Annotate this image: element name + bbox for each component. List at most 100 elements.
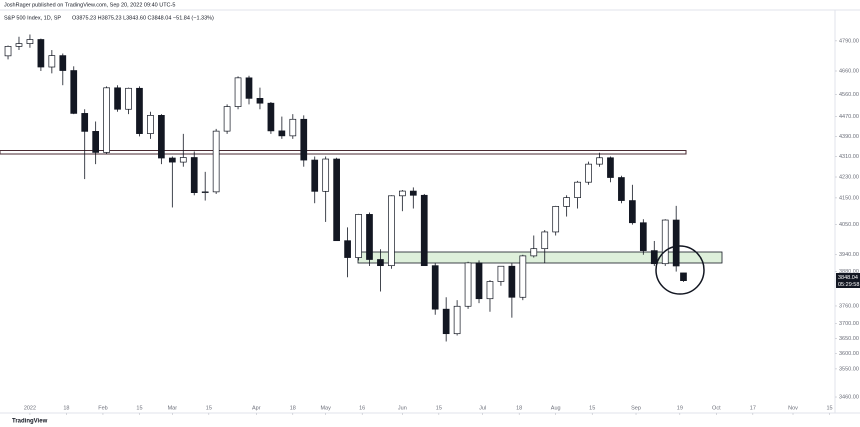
candle-body [486, 281, 494, 300]
y-tick-label: 3460.00 [839, 394, 859, 400]
candle-body [398, 190, 406, 197]
plot-area [0, 34, 723, 342]
candle-body [234, 77, 242, 107]
last-price: 3848.04 [838, 275, 858, 281]
y-tick-label: 4230.00 [839, 174, 859, 180]
y-tick-label: 4470.00 [839, 114, 859, 120]
candle-body [530, 248, 538, 257]
candle-body [267, 102, 275, 132]
candle-body [431, 265, 439, 310]
price-tag [836, 273, 860, 288]
candle-body [519, 255, 527, 298]
ohlc-legend: O3875.23 H3875.23 L3843.60 C3848.04 −51.… [72, 15, 214, 21]
candle-body [388, 195, 395, 267]
x-tick-label: Feb [98, 405, 107, 411]
y-tick-label: 4660.00 [839, 68, 859, 74]
candle-body [223, 106, 231, 132]
candle-body [574, 181, 581, 198]
candle-body [70, 70, 78, 114]
y-tick-label: 4150.00 [839, 195, 859, 201]
y-tick-label: 3700.00 [839, 321, 859, 327]
y-tick-label: 3650.00 [839, 336, 859, 342]
candle-body [278, 130, 286, 137]
x-tick-label: Nov [788, 405, 798, 411]
candle-body [4, 46, 12, 57]
y-tick-label: 4310.00 [839, 154, 859, 160]
candle-body [26, 39, 34, 44]
candle-body [475, 262, 483, 300]
x-tick-label: 18 [290, 405, 296, 411]
candle-body [563, 197, 570, 207]
x-tick-label: 19 [677, 405, 683, 411]
candle-body [311, 159, 319, 192]
candle-body [37, 39, 45, 68]
candle-body [618, 177, 625, 201]
candle-body [114, 87, 121, 110]
candle-body [355, 214, 362, 258]
x-tick-label: Sep [631, 405, 641, 411]
y-tick-label: 4050.00 [839, 222, 859, 228]
x-tick-label: Mar [168, 405, 178, 411]
candle-body [300, 118, 308, 161]
candle-body [81, 113, 89, 132]
candle-body [596, 157, 603, 165]
countdown: 05:29:58 [838, 282, 859, 288]
candle-body [289, 118, 297, 137]
x-tick-label: 2022 [24, 405, 36, 411]
candle-body [158, 115, 165, 159]
candle-body [136, 87, 143, 134]
candle-body [453, 305, 461, 335]
x-tick-label: Aug [551, 405, 561, 411]
x-tick-label: 17 [750, 405, 756, 411]
candle-body [48, 55, 56, 68]
candle-body [322, 158, 330, 192]
y-tick-label: 4790.00 [839, 38, 859, 44]
resistance-line [0, 150, 687, 155]
y-tick-label: 3760.00 [839, 303, 859, 309]
candle-body [92, 131, 100, 153]
candle-body [585, 163, 592, 183]
x-tick-label: 15 [136, 405, 142, 411]
candle-body [59, 55, 67, 71]
candle-body [168, 157, 176, 163]
candle-body [377, 259, 384, 267]
highlight-circle [655, 245, 705, 295]
publisher: JoshRager published on TradingView.com, … [4, 2, 175, 8]
candle-body [333, 158, 340, 242]
x-tick-label: 15 [826, 405, 832, 411]
x-tick-label: 15 [206, 405, 212, 411]
brand: TradingView [12, 419, 48, 425]
candle-body [245, 77, 253, 99]
x-tick-label: Jun [398, 405, 407, 411]
candle-body [201, 191, 209, 194]
x-tick-label: Oct [712, 405, 721, 411]
y-tick-label: 3940.00 [839, 252, 859, 258]
y-tick-label: 3880.00 [839, 269, 859, 275]
candle-body [125, 87, 132, 110]
x-tick-label: 15 [589, 405, 595, 411]
candle-body [420, 194, 428, 267]
candle-body [541, 231, 549, 250]
candle-body [15, 43, 23, 47]
x-tick-label: Apr [252, 405, 261, 411]
candle-body [552, 206, 560, 233]
y-tick-label: 4560.00 [839, 92, 859, 98]
candle-body [409, 190, 417, 196]
candle-body [147, 115, 154, 134]
candle-body [607, 157, 614, 178]
candle-body [508, 265, 516, 298]
x-tick-label: 18 [516, 405, 522, 411]
candle-body [212, 130, 220, 193]
candle-body [629, 200, 636, 224]
chart-title: S&P 500 Index, 1D, SP [4, 15, 61, 21]
candle-body [639, 222, 647, 251]
x-tick-label: May [320, 405, 331, 411]
candle-body [497, 265, 505, 282]
candle-body [650, 250, 658, 265]
x-tick-label: 16 [359, 405, 365, 411]
candle-body [442, 308, 450, 335]
y-tick-label: 3600.00 [839, 351, 859, 357]
candle-body [344, 240, 351, 258]
